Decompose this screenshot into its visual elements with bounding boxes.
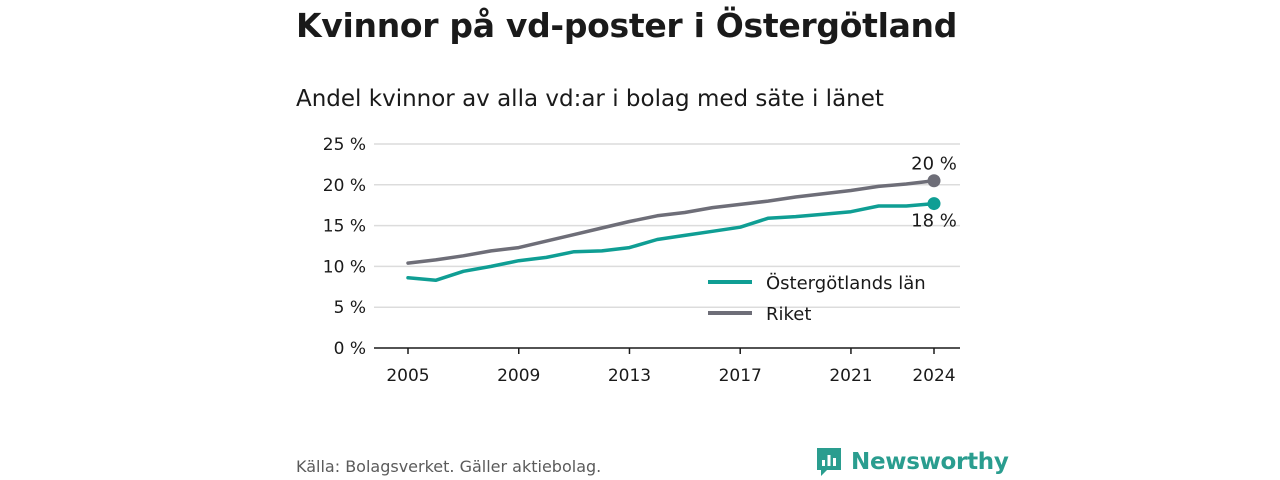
- legend-label: Östergötlands län: [766, 272, 926, 294]
- y-tick-label: 0 %: [334, 339, 366, 359]
- y-tick-label: 25 %: [323, 135, 366, 155]
- end-value-label: 18 %: [911, 211, 957, 232]
- series-line-riket: [406, 178, 936, 265]
- series-end-point: [927, 197, 941, 211]
- x-tick-label: 2013: [608, 366, 651, 386]
- x-tick-label: 2024: [912, 366, 955, 386]
- chart-subtitle: Andel kvinnor av alla vd:ar i bolag med …: [296, 86, 884, 112]
- chart-title: Kvinnor på vd-poster i Östergötland: [296, 6, 958, 45]
- newsworthy-logo-icon: [817, 448, 841, 476]
- series-line-ostergotland: [406, 201, 936, 283]
- x-tick-label: 2017: [719, 366, 762, 386]
- x-tick-label: 2021: [829, 366, 872, 386]
- y-tick-label: 15 %: [323, 217, 366, 237]
- brand-name: Newsworthy: [851, 449, 1009, 475]
- legend-label: Riket: [766, 304, 811, 325]
- source-note: Källa: Bolagsverket. Gäller aktiebolag.: [296, 457, 602, 476]
- x-tick-label: 2009: [497, 366, 540, 386]
- brand-logo: Newsworthy: [815, 446, 1009, 478]
- series-end-point: [927, 174, 941, 188]
- x-tick-label: 2005: [386, 366, 429, 386]
- y-tick-label: 10 %: [323, 257, 366, 277]
- y-tick-label: 5 %: [334, 298, 366, 318]
- y-tick-label: 20 %: [323, 176, 366, 196]
- end-value-label: 20 %: [911, 154, 957, 175]
